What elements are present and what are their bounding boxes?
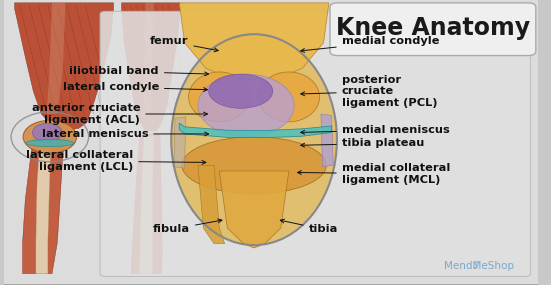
Polygon shape <box>23 134 66 274</box>
Text: medial condyle: medial condyle <box>301 36 439 52</box>
Text: lateral meniscus: lateral meniscus <box>42 129 208 139</box>
Polygon shape <box>36 137 51 274</box>
FancyBboxPatch shape <box>100 11 531 276</box>
Text: Knee Anatomy: Knee Anatomy <box>336 17 530 40</box>
Text: medial meniscus: medial meniscus <box>301 125 450 135</box>
Polygon shape <box>174 117 186 168</box>
Text: iliotibial band: iliotibial band <box>69 66 208 76</box>
Text: lateral condyle: lateral condyle <box>63 82 208 92</box>
Ellipse shape <box>198 74 294 137</box>
Ellipse shape <box>26 139 74 146</box>
Polygon shape <box>179 3 329 80</box>
Polygon shape <box>198 165 225 244</box>
Polygon shape <box>219 171 289 248</box>
Polygon shape <box>140 137 154 274</box>
FancyBboxPatch shape <box>330 3 536 56</box>
Polygon shape <box>321 114 333 167</box>
Text: medial collateral
ligament (MCL): medial collateral ligament (MCL) <box>298 163 450 185</box>
Ellipse shape <box>188 72 250 122</box>
Polygon shape <box>131 134 162 274</box>
Ellipse shape <box>171 34 337 245</box>
Polygon shape <box>122 3 180 131</box>
Text: fibula: fibula <box>153 219 222 235</box>
Text: tibia plateau: tibia plateau <box>301 138 424 148</box>
Text: femur: femur <box>150 36 218 52</box>
Text: anterior cruciate
ligament (ACL): anterior cruciate ligament (ACL) <box>31 103 208 125</box>
Ellipse shape <box>209 74 273 108</box>
Text: MendMeShop: MendMeShop <box>445 261 515 272</box>
Text: posterior
cruciate
ligament (PCL): posterior cruciate ligament (PCL) <box>301 75 437 108</box>
Ellipse shape <box>182 137 326 194</box>
Polygon shape <box>47 3 66 114</box>
Ellipse shape <box>258 72 320 122</box>
Text: tibia: tibia <box>280 219 338 235</box>
Ellipse shape <box>23 120 77 153</box>
Polygon shape <box>143 3 154 114</box>
Ellipse shape <box>33 123 62 142</box>
Polygon shape <box>179 123 332 138</box>
Text: ♪: ♪ <box>472 261 479 272</box>
Polygon shape <box>15 3 114 131</box>
Text: lateral collateral
ligament (LCL): lateral collateral ligament (LCL) <box>26 150 206 172</box>
